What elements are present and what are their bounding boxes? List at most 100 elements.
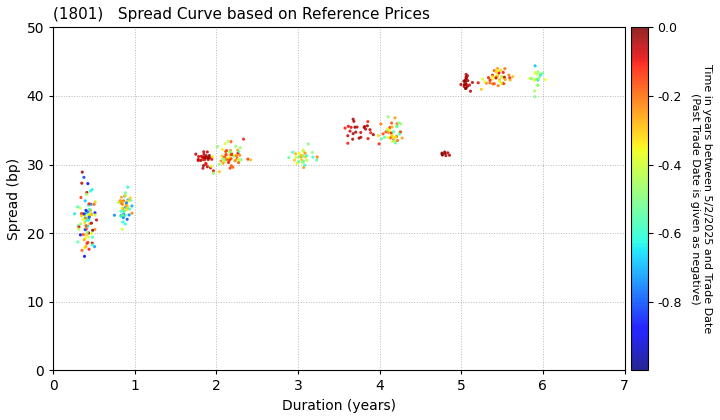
Point <box>505 76 516 83</box>
Point <box>117 214 129 221</box>
Point <box>117 212 129 218</box>
Point <box>222 159 234 166</box>
Point <box>296 152 307 159</box>
Point <box>117 206 128 213</box>
Point <box>347 116 359 123</box>
Point <box>74 205 86 212</box>
Point <box>290 150 302 157</box>
Point <box>76 247 88 254</box>
Point <box>532 76 544 83</box>
Point <box>84 200 95 207</box>
Point <box>225 147 236 154</box>
Point <box>487 73 498 80</box>
Point <box>86 240 98 247</box>
Point <box>354 135 365 142</box>
Point <box>307 154 319 160</box>
Point <box>487 81 498 87</box>
Point <box>385 130 397 136</box>
Point <box>459 78 471 85</box>
Point <box>79 214 91 221</box>
Point <box>203 155 215 161</box>
Point <box>387 138 398 145</box>
Point <box>224 149 235 155</box>
Point <box>460 85 472 92</box>
Point <box>115 208 127 215</box>
Point <box>529 69 541 76</box>
Point <box>227 164 238 171</box>
Point <box>83 217 94 223</box>
Point <box>200 155 212 161</box>
Point <box>118 208 130 215</box>
Point <box>382 126 393 132</box>
Point <box>390 139 401 146</box>
Text: (1801)   Spread Curve based on Reference Prices: (1801) Spread Curve based on Reference P… <box>53 7 430 22</box>
Point <box>494 78 505 85</box>
Point <box>198 162 210 169</box>
Point <box>86 211 97 218</box>
Point <box>436 152 448 158</box>
X-axis label: Duration (years): Duration (years) <box>282 399 396 413</box>
Point <box>528 77 540 84</box>
Point <box>535 72 546 79</box>
Point <box>206 156 217 163</box>
Point <box>116 200 127 207</box>
Point <box>219 158 230 164</box>
Point <box>79 226 91 233</box>
Point <box>81 224 92 231</box>
Point <box>296 156 307 163</box>
Point <box>218 155 230 162</box>
Point <box>117 201 128 208</box>
Point <box>499 66 510 72</box>
Point <box>343 123 354 130</box>
Point <box>283 154 294 161</box>
Point <box>87 227 99 234</box>
Point <box>216 153 228 160</box>
Point <box>206 154 217 161</box>
Point <box>81 232 92 239</box>
Point <box>393 119 405 126</box>
Point <box>91 217 102 223</box>
Point <box>297 153 309 160</box>
Point <box>351 123 363 130</box>
Point <box>342 132 354 139</box>
Point <box>84 246 95 252</box>
Point <box>390 115 401 121</box>
Point <box>235 156 247 163</box>
Point <box>440 152 451 159</box>
Point <box>72 203 84 210</box>
Point <box>198 151 210 158</box>
Point <box>312 154 323 160</box>
Point <box>293 154 305 160</box>
Point <box>207 153 218 160</box>
Point <box>245 156 256 163</box>
Point <box>76 180 88 186</box>
Point <box>311 157 323 163</box>
Point <box>82 180 94 187</box>
Point <box>117 218 129 225</box>
Y-axis label: Time in years between 5/2/2025 and Trade Date
(Past Trade Date is given as negat: Time in years between 5/2/2025 and Trade… <box>690 64 712 333</box>
Point <box>121 200 132 207</box>
Point <box>199 154 210 161</box>
Point <box>307 149 318 156</box>
Point <box>83 230 94 236</box>
Point <box>84 213 95 220</box>
Point <box>89 243 100 250</box>
Point <box>120 212 131 219</box>
Point <box>81 191 92 198</box>
Point <box>489 80 500 87</box>
Point <box>395 121 407 127</box>
Point <box>388 129 400 135</box>
Point <box>78 174 90 181</box>
Point <box>287 149 299 155</box>
Point <box>460 76 472 83</box>
Point <box>119 207 130 214</box>
Point <box>81 229 93 236</box>
Point <box>205 163 217 170</box>
Point <box>83 234 94 240</box>
Point <box>89 199 101 205</box>
Point <box>77 216 89 223</box>
Point <box>84 211 95 218</box>
Point <box>360 126 372 132</box>
Point <box>359 123 370 130</box>
Point <box>347 130 359 137</box>
